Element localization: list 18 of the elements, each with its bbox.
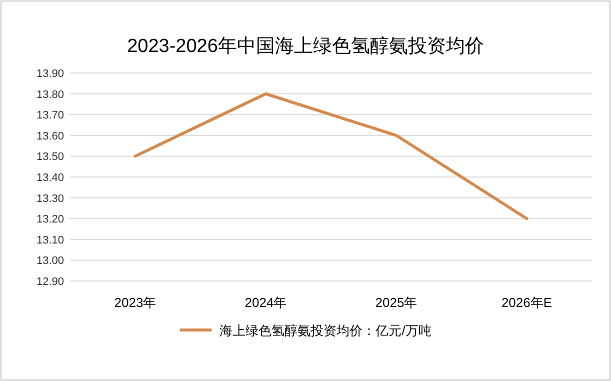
y-tick-label: 13.20 [36, 214, 64, 226]
y-tick-label: 13.00 [36, 255, 64, 268]
y-tick-label: 13.60 [36, 130, 64, 142]
x-tick-label: 2026年E [501, 295, 552, 310]
y-tick-label: 13.30 [36, 192, 64, 205]
x-tick-label: 2024年 [244, 295, 287, 310]
chart-title: 2023-2026年中国海上绿色氢醇氨投资均价 [127, 36, 484, 57]
y-tick-label: 13.40 [36, 172, 64, 184]
y-tick-label: 12.90 [36, 276, 64, 288]
x-tick-label: 2025年 [375, 295, 418, 310]
y-tick-label: 13.80 [36, 88, 64, 101]
y-tick-label: 13.10 [36, 234, 64, 246]
legend-label: 海上绿色氢醇氨投资均价：亿元/万吨 [220, 323, 432, 338]
x-tick-label: 2023年 [114, 295, 156, 310]
y-tick-label: 13.90 [36, 68, 64, 80]
line-series [134, 92, 528, 220]
y-tick-label: 13.70 [36, 110, 64, 122]
y-tick-label: 13.50 [36, 151, 64, 164]
